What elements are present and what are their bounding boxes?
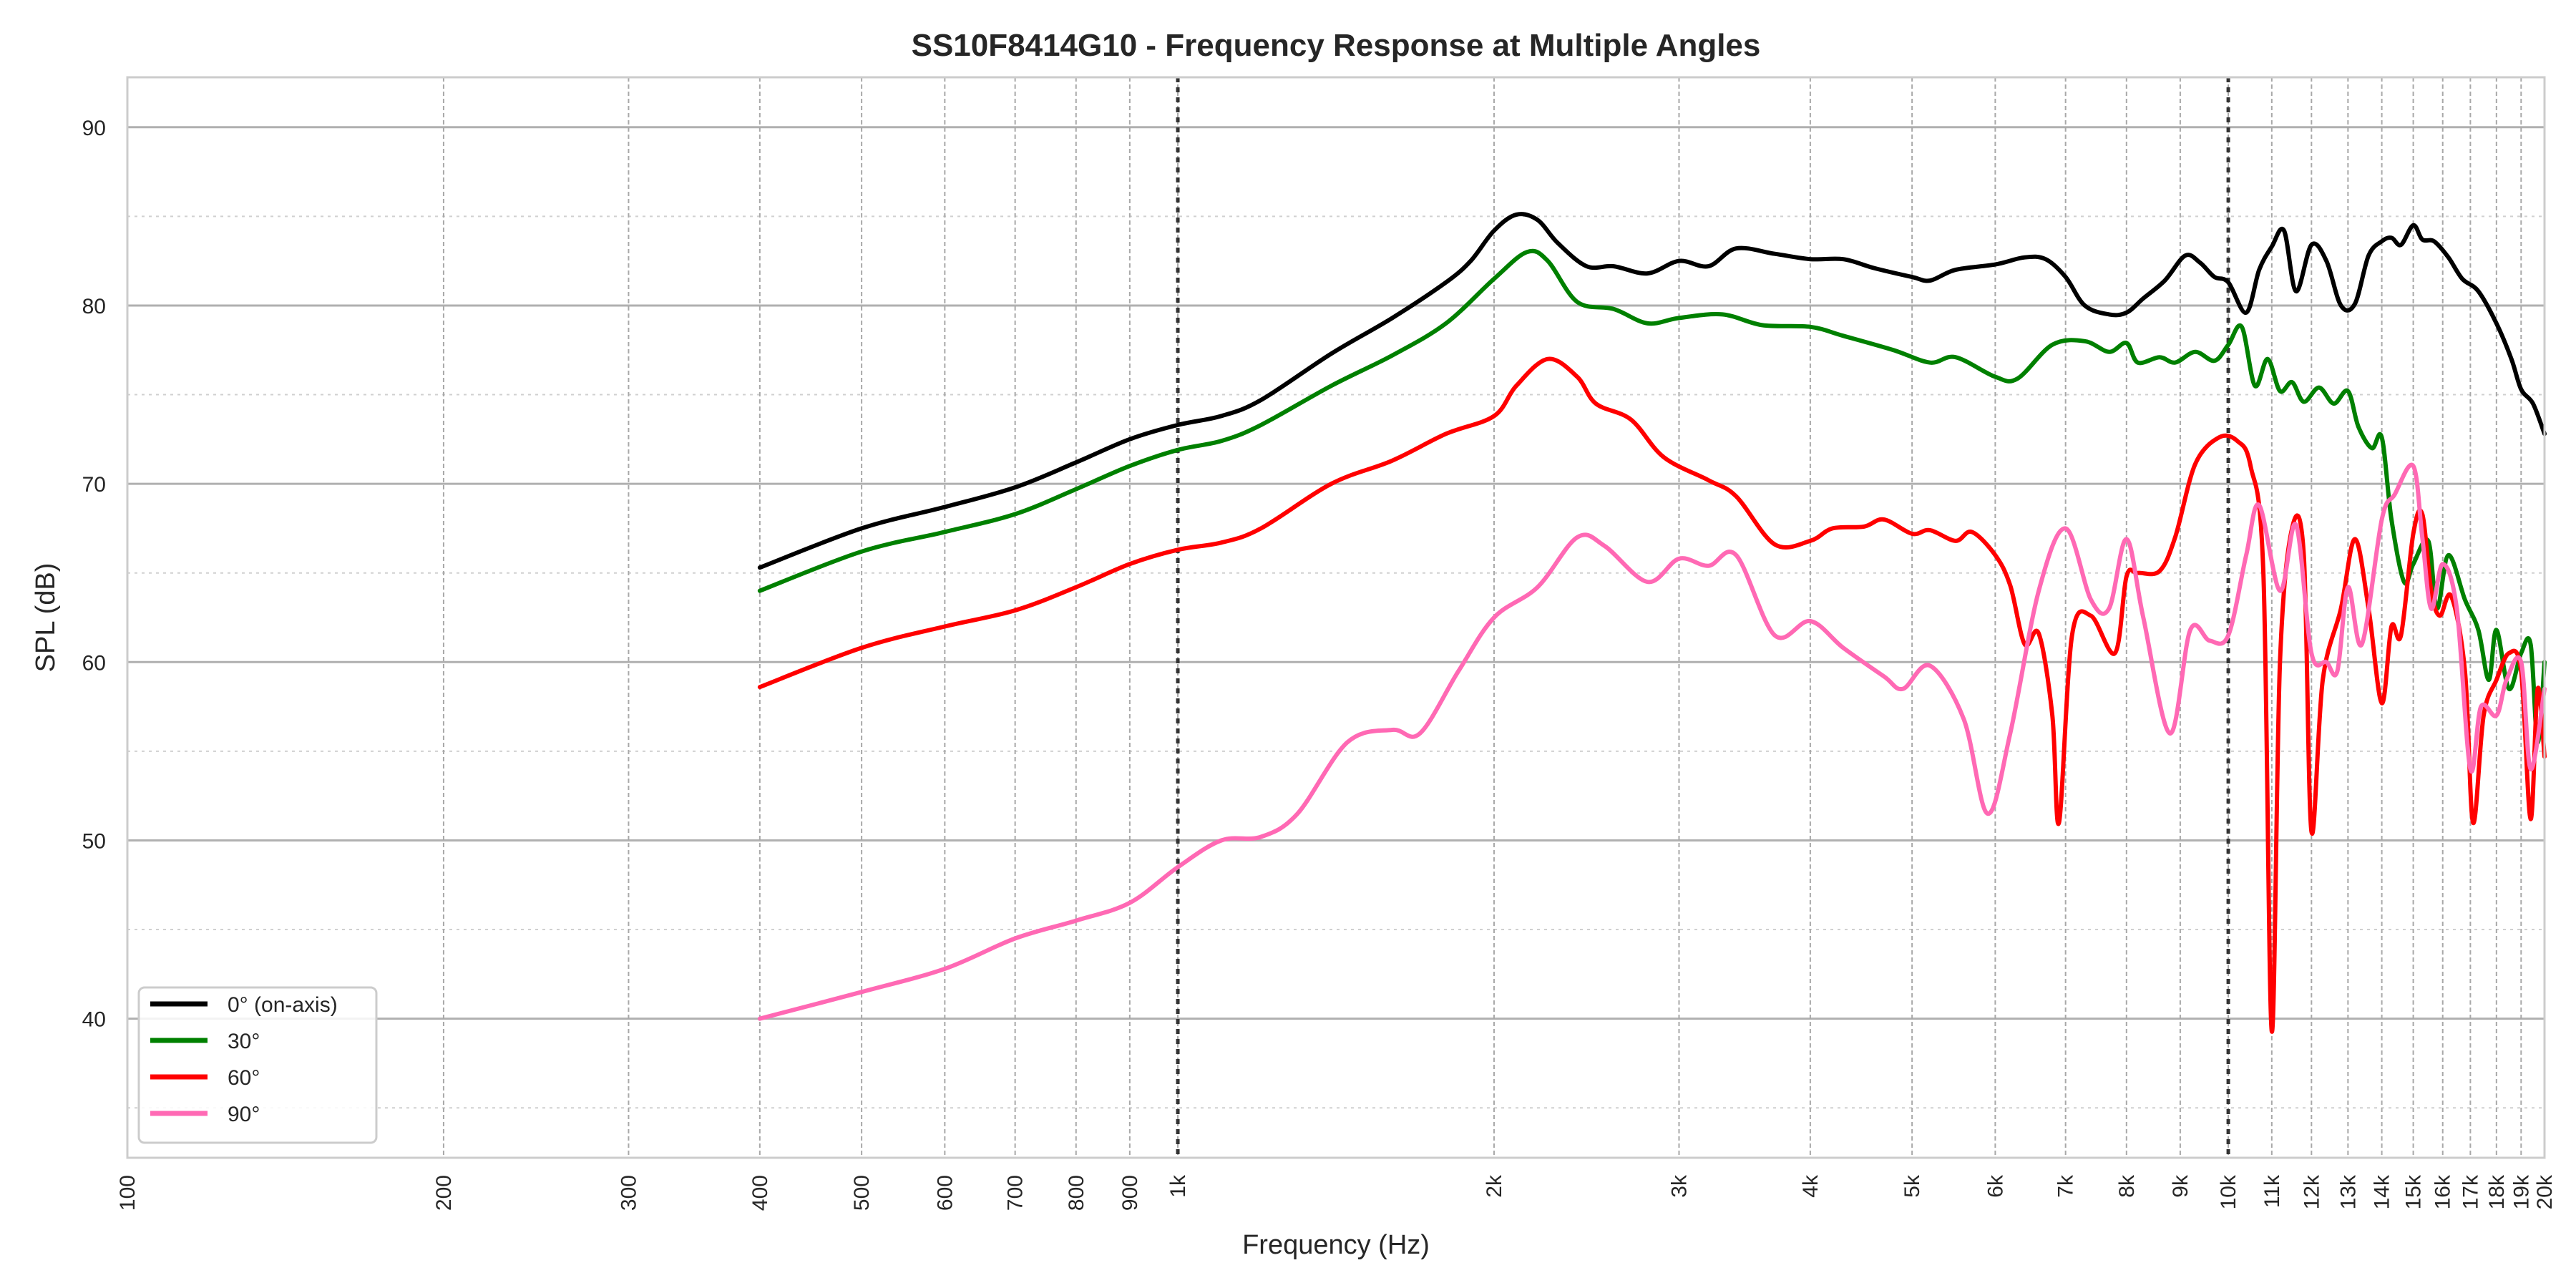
x-tick-label: 5k xyxy=(1901,1174,1924,1198)
legend-label: 30° xyxy=(228,1030,260,1053)
x-tick-label: 11k xyxy=(2260,1174,2284,1208)
x-tick-label: 800 xyxy=(1065,1175,1088,1211)
x-tick-label: 13k xyxy=(2336,1174,2360,1209)
series-line-3 xyxy=(757,462,2547,1021)
legend-label: 60° xyxy=(228,1066,260,1090)
x-tick-label: 9k xyxy=(2169,1174,2192,1198)
x-tick-label: 900 xyxy=(1118,1175,1142,1211)
x-tick-label: 14k xyxy=(2371,1174,2394,1209)
series-line-2 xyxy=(757,356,2547,1034)
x-tick-label: 700 xyxy=(1004,1175,1028,1211)
x-tick-label: 10k xyxy=(2217,1174,2240,1209)
x-tick-label: 12k xyxy=(2300,1174,2323,1209)
x-tick-label: 7k xyxy=(2054,1174,2078,1198)
x-tick-label: 300 xyxy=(617,1175,640,1211)
x-tick-label: 18k xyxy=(2485,1174,2509,1209)
chart-title: SS10F8414G10 - Frequency Response at Mul… xyxy=(912,28,1761,63)
series-line-0 xyxy=(757,212,2547,570)
x-tick-labels: 100 200 300 400 500 600 700 800 900 1k 2k 3k 4k 5k 6k 7… xyxy=(116,1174,2557,1211)
x-tick-label: 20k xyxy=(2533,1174,2557,1209)
y-tick-label: 90 xyxy=(82,117,106,140)
legend-label: 90° xyxy=(228,1103,260,1126)
y-tick-labels: 40 50 60 70 80 90 xyxy=(82,117,106,1032)
x-tick-label: 200 xyxy=(432,1175,456,1211)
y-tick-label: 60 xyxy=(82,651,106,675)
x-axis-label: Frequency (Hz) xyxy=(1242,1230,1430,1260)
x-tick-label: 1k xyxy=(1166,1174,1190,1198)
x-tick-label: 17k xyxy=(2459,1174,2482,1209)
x-tick-label: 2k xyxy=(1483,1174,1506,1198)
x-tick-label: 500 xyxy=(850,1175,874,1211)
x-tick-label: 16k xyxy=(2431,1174,2455,1209)
legend-label: 0° (on-axis) xyxy=(228,993,338,1017)
y-tick-label: 70 xyxy=(82,473,106,497)
legend: 0° (on-axis) 30° 60° 90° xyxy=(137,986,378,1144)
y-tick-label: 40 xyxy=(82,1008,106,1032)
x-tick-label: 19k xyxy=(2509,1174,2533,1209)
y-tick-label: 50 xyxy=(82,829,106,853)
x-tick-label: 6k xyxy=(1984,1174,2007,1198)
y-axis-label: SPL (dB) xyxy=(31,563,61,673)
y-tick-label: 80 xyxy=(82,295,106,318)
x-tick-label: 15k xyxy=(2402,1174,2426,1209)
plot-frame xyxy=(126,76,2546,1159)
x-tick-label: 4k xyxy=(1799,1174,1823,1198)
x-tick-label: 3k xyxy=(1667,1174,1691,1198)
x-tick-label: 100 xyxy=(116,1175,140,1211)
legend-box xyxy=(137,986,378,1144)
x-tick-label: 8k xyxy=(2115,1174,2139,1198)
series-lines xyxy=(757,212,2547,1034)
x-tick-label: 600 xyxy=(933,1175,957,1211)
x-tick-label: 400 xyxy=(748,1175,772,1211)
